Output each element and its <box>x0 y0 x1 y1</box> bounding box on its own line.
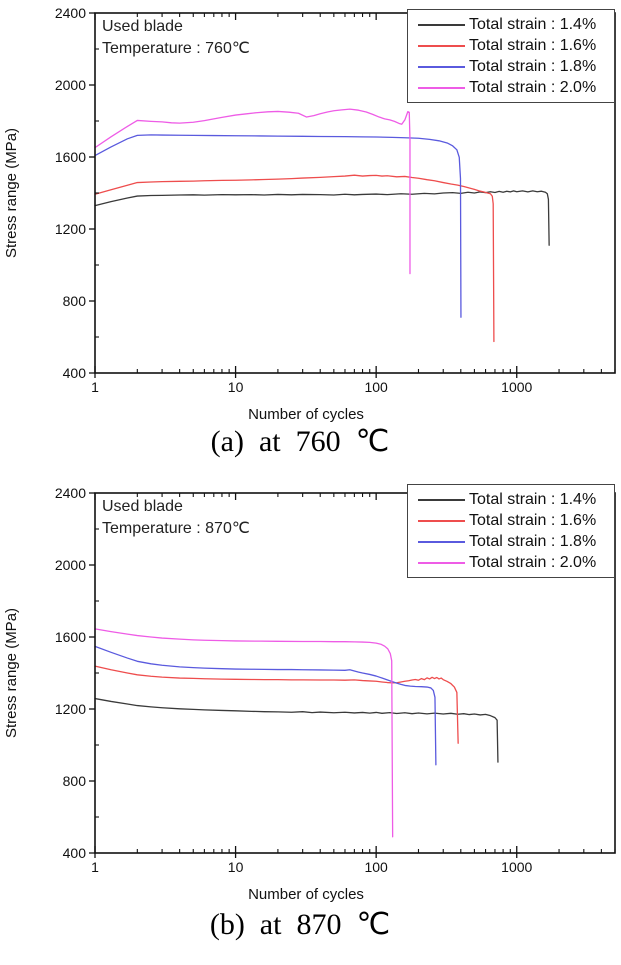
y-tick-label: 1600 <box>55 629 86 645</box>
legend-line-swatch <box>418 44 465 47</box>
legend-entry: Total strain : 2.0% <box>418 77 614 98</box>
caption-b: (b) at 870 ℃ <box>209 908 391 941</box>
legend-label: Total strain : 1.8% <box>469 57 597 75</box>
series-1.8 <box>94 134 462 318</box>
legend-line-swatch <box>418 561 465 564</box>
chart-block-870: 1 10 100 1000 400 800 1200 1600 2000 2400 Number o… <box>0 480 621 965</box>
legend-entry: Total strain : 1.8% <box>418 56 614 77</box>
y-tick-label: 2000 <box>55 77 86 93</box>
legend-label: Total strain : 1.8% <box>469 532 597 550</box>
y-tick-label: 2400 <box>55 5 86 21</box>
y-tick-label: 2400 <box>55 485 86 501</box>
legend-entry: Total strain : 2.0% <box>418 552 614 573</box>
legend-label: Total strain : 1.6% <box>469 511 597 529</box>
y-tick-label: 800 <box>63 293 87 309</box>
annotation-line-2: Temperature : 870℃ <box>102 520 250 537</box>
legend-line-swatch <box>418 519 465 522</box>
x-axis-title: Number of cycles <box>248 406 364 423</box>
legend-line-swatch <box>418 86 465 89</box>
x-tick-label: 1 <box>91 859 99 875</box>
series-1.4 <box>94 697 499 763</box>
chart-block-760: 1 10 100 1000 400 800 1200 1600 2000 2400 Number o… <box>0 0 621 480</box>
plot-annotation-870: Used blade Temperature : 870℃ <box>102 496 250 540</box>
y-tick-label: 1600 <box>55 149 86 165</box>
legend-label: Total strain : 1.4% <box>469 15 597 33</box>
y-tick-label: 400 <box>63 845 87 861</box>
legend-line-swatch <box>418 540 465 543</box>
x-tick-label: 100 <box>364 859 388 875</box>
legend-label: Total strain : 1.6% <box>469 36 597 54</box>
y-tick-label: 800 <box>63 773 87 789</box>
series-2.0 <box>94 628 394 838</box>
x-tick-label: 10 <box>228 859 244 875</box>
x-tick-label: 1000 <box>501 859 532 875</box>
legend-label: Total strain : 2.0% <box>469 78 597 96</box>
y-axis-title: Stress range (MPa) <box>3 608 20 738</box>
legend-870: Total strain : 1.4% Total strain : 1.6% … <box>407 484 615 578</box>
annotation-line-2: Temperature : 760℃ <box>102 40 250 57</box>
x-tick-label: 10 <box>228 379 244 395</box>
x-tick-label: 1 <box>91 379 99 395</box>
legend-line-swatch <box>418 498 465 501</box>
chart-870-svg: 1 10 100 1000 400 800 1200 1600 2000 2400 Number o… <box>3 485 616 903</box>
legend-entry: Total strain : 1.8% <box>418 531 614 552</box>
series-1.6 <box>94 174 495 343</box>
y-axis-title: Stress range (MPa) <box>3 128 20 258</box>
y-tick-label: 400 <box>63 365 87 381</box>
series-1.6 <box>94 665 459 744</box>
legend-760: Total strain : 1.4% Total strain : 1.6% … <box>407 9 615 103</box>
legend-label: Total strain : 1.4% <box>469 490 597 508</box>
y-tick-label: 2000 <box>55 557 86 573</box>
legend-line-swatch <box>418 65 465 68</box>
annotation-line-1: Used blade <box>102 498 183 515</box>
x-tick-label: 100 <box>364 379 388 395</box>
y-tick-label: 1200 <box>55 701 86 717</box>
legend-entry: Total strain : 1.6% <box>418 510 614 531</box>
legend-entry: Total strain : 1.4% <box>418 489 614 510</box>
series-2.0 <box>94 108 411 275</box>
legend-line-swatch <box>418 23 465 26</box>
x-tick-label: 1000 <box>501 379 532 395</box>
series-1.4 <box>94 190 550 246</box>
legend-label: Total strain : 2.0% <box>469 553 597 571</box>
annotation-line-1: Used blade <box>102 18 183 35</box>
series-1.8 <box>94 645 437 766</box>
caption-a: (a) at 760 ℃ <box>210 425 390 458</box>
chart-760-svg: 1 10 100 1000 400 800 1200 1600 2000 2400 Number o… <box>3 5 616 423</box>
legend-entry: Total strain : 1.6% <box>418 35 614 56</box>
legend-entry: Total strain : 1.4% <box>418 14 614 35</box>
x-axis-title: Number of cycles <box>248 886 364 903</box>
y-tick-label: 1200 <box>55 221 86 237</box>
plot-annotation-760: Used blade Temperature : 760℃ <box>102 16 250 60</box>
